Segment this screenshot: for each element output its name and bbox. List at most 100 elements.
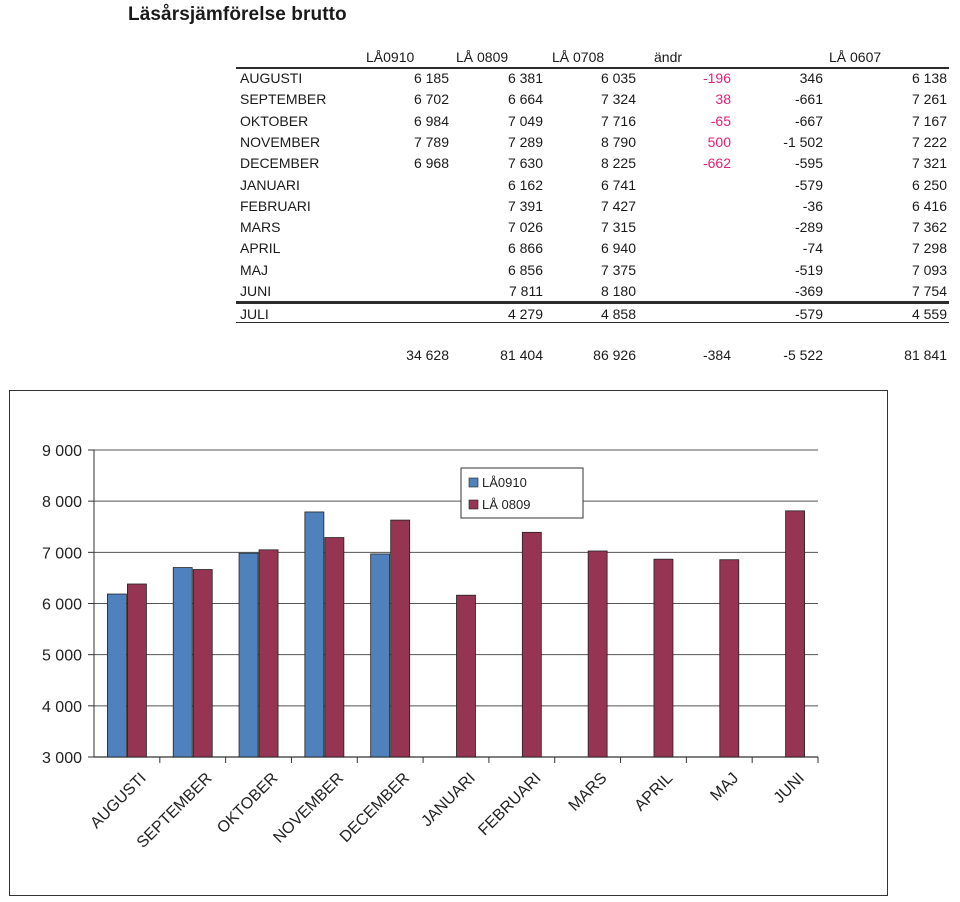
x-tick-label: APRIL (632, 770, 677, 815)
table-cell-la0607: 7 222 (911, 133, 947, 150)
bar-la0809 (258, 549, 279, 758)
bar-la0809 (127, 583, 147, 758)
x-tick-label: DECEMBER (337, 770, 413, 846)
table-cell-la0708: 8 225 (600, 155, 636, 172)
legend-label: LÅ0910 (482, 475, 527, 490)
x-tick-label: FEBRUARI (475, 770, 544, 839)
table-cell-andr: -65 (710, 112, 731, 129)
table-cell-diff: -579 (794, 306, 823, 323)
row-month-label: APRIL (240, 240, 281, 257)
row-month-label: NOVEMBER (240, 133, 321, 150)
comparison-table: LÅ0910 LÅ 0809 LÅ 0708 ändr LÅ 0607 AUGUSTI 6 … (0, 0, 960, 380)
bar-la0809 (324, 537, 345, 758)
table-cell-la0708: 7 315 (600, 219, 636, 236)
x-tick-label: OKTOBER (214, 770, 281, 837)
table-cell-la0708: 4 858 (600, 306, 636, 323)
table-cell-diff: -519 (794, 261, 823, 278)
table-cell-la0607: 6 250 (911, 176, 947, 193)
total-cell-la0809: 81 404 (500, 347, 543, 363)
table-cell-la0910: 6 185 (413, 70, 449, 86)
bar-la0809 (390, 519, 411, 758)
table-cell-la0809: 6 866 (507, 240, 543, 257)
total-cell-la0708: 86 926 (593, 347, 636, 363)
table-cell-la0809: 7 630 (507, 155, 543, 172)
chart-svg: 3 000 4 000 5 000 6 000 7 000 8 000 9 000 AUGUS… (42, 443, 819, 852)
table-cell-la0809: 6 664 (507, 91, 543, 108)
table-cell-la0607: 7 362 (911, 219, 947, 236)
table-cell-la0910: 6 968 (413, 155, 449, 172)
table-cell-diff: -289 (794, 219, 823, 236)
bar-la0910 (304, 511, 325, 758)
table-cell-la0809: 7 289 (507, 133, 543, 150)
table-cell-diff: -667 (794, 112, 823, 129)
table-cell-la0910: 6 984 (413, 112, 449, 129)
legend-swatch (468, 499, 479, 510)
bar-la0809 (587, 550, 608, 758)
table-cell-la0809: 4 279 (507, 306, 543, 323)
row-month-label: FEBRUARI (240, 197, 311, 214)
total-cell-la0607: 81 841 (904, 347, 947, 363)
y-tick-label: 8 000 (42, 494, 82, 511)
total-cell-la0910: 34 628 (406, 347, 449, 363)
table-cell-la0809: 7 391 (507, 197, 543, 214)
table-rule (236, 301, 949, 304)
table-cell-la0708: 6 940 (600, 240, 636, 257)
table-cell-diff: -1 502 (783, 133, 823, 150)
bar-la0809 (456, 594, 476, 758)
bar-la0809 (653, 558, 674, 758)
y-tick-label: 7 000 (42, 545, 82, 562)
table-rule (236, 67, 949, 69)
table-cell-la0708: 7 324 (600, 91, 636, 108)
row-month-label: SEPTEMBER (240, 91, 327, 108)
table-cell-diff: -369 (794, 283, 823, 299)
bar-chart: 3 000 4 000 5 000 6 000 7 000 8 000 9 000 AUGUS… (9, 390, 888, 896)
table-cell-diff: 346 (799, 70, 823, 86)
y-tick-label: 9 000 (42, 443, 82, 460)
column-header: LÅ0910 (366, 49, 415, 65)
table-cell-la0607: 6 416 (911, 197, 947, 214)
table-cell-la0809: 7 049 (507, 112, 543, 129)
table-cell-la0708: 6 035 (600, 70, 636, 86)
table-cell-la0607: 7 298 (911, 240, 947, 257)
table-cell-la0607: 7 261 (911, 91, 947, 108)
column-header: LÅ 0708 (552, 49, 605, 65)
table-cell-la0809: 6 381 (507, 70, 543, 86)
table-cell-andr: 500 (707, 133, 731, 150)
table-cell-andr: -662 (702, 155, 731, 172)
table-rule (236, 322, 949, 323)
table-cell-la0708: 6 741 (600, 176, 636, 193)
bar-la0809 (521, 531, 542, 758)
table-cell-la0607: 4 559 (911, 306, 947, 323)
column-header: ändr (654, 49, 683, 65)
table-cell-la0708: 8 180 (600, 283, 636, 299)
table-cell-diff: -595 (794, 155, 823, 172)
y-tick-label: 3 000 (42, 750, 82, 767)
x-tick-label: AUGUSTI (87, 770, 149, 832)
table-cell-la0607: 6 138 (911, 70, 947, 86)
bar-la0910 (238, 552, 259, 758)
bar-la0910 (370, 553, 391, 758)
table-cell-andr: -196 (702, 70, 731, 86)
legend-label: LÅ 0809 (482, 497, 530, 512)
table-cell-diff: -74 (802, 240, 823, 257)
column-header: LÅ 0809 (456, 49, 509, 65)
row-month-label: JANUARI (240, 176, 300, 193)
bar-la0809 (719, 559, 740, 758)
y-tick-label: 4 000 (42, 699, 82, 716)
row-month-label: OKTOBER (240, 112, 309, 129)
bar-la0910 (172, 567, 193, 758)
row-month-label: JULI (240, 306, 269, 323)
table-cell-la0809: 7 026 (507, 219, 543, 236)
table-cell-la0708: 7 716 (600, 112, 636, 129)
table-cell-la0708: 8 790 (600, 133, 636, 150)
table-cell-andr: 38 (715, 91, 731, 108)
x-tick-label: MAJ (707, 770, 742, 805)
row-month-label: MAJ (240, 261, 268, 278)
page-title: Läsårsjämförelse brutto (128, 4, 347, 25)
total-cell-diff: -5 522 (783, 347, 823, 363)
x-tick-label: NOVEMBER (270, 770, 347, 847)
table-cell-la0910: 6 702 (413, 91, 449, 108)
table-cell-la0607: 7 167 (911, 112, 947, 129)
legend-box (460, 467, 584, 519)
bar-la0910 (107, 593, 127, 758)
